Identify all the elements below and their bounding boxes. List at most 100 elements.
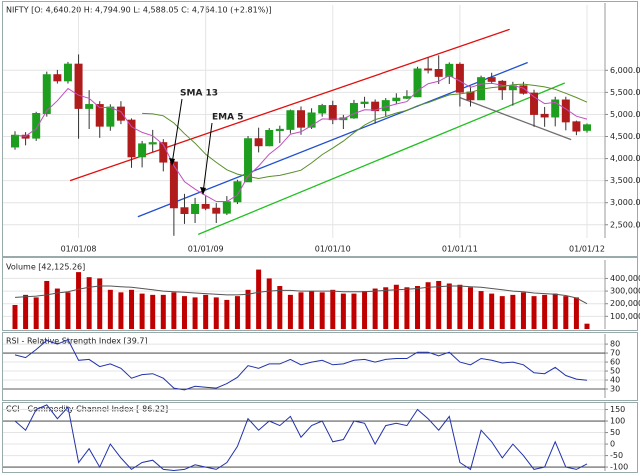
volume-bar <box>277 286 283 329</box>
volume-bar <box>415 286 421 329</box>
volume-bar <box>129 289 135 329</box>
volume-bar <box>33 297 39 329</box>
candle-body <box>487 77 496 82</box>
candle-body <box>95 104 104 127</box>
candle-body <box>32 113 41 139</box>
y-tick-label: 3,500.00 <box>610 176 640 185</box>
volume-bar <box>23 294 29 329</box>
volume-bar <box>97 278 103 329</box>
volume-bar <box>531 296 537 329</box>
candle-body <box>222 201 231 214</box>
y-tick-label: -50 <box>610 451 623 460</box>
volume-bar <box>425 282 431 329</box>
volume-bar <box>340 293 346 329</box>
volume-bar <box>563 296 569 329</box>
volume-bar <box>86 277 92 329</box>
y-tick-label: 30 <box>610 385 620 394</box>
annotations: SMA 13 EMA 5 <box>169 89 243 195</box>
volume-bar <box>245 289 251 329</box>
volume-bar <box>446 283 452 329</box>
candle-body <box>265 130 274 147</box>
x-tick-label: 01/01/08 <box>61 245 97 254</box>
candle-body <box>244 138 253 183</box>
volume-bar <box>478 291 484 329</box>
volume-bar <box>224 299 230 329</box>
candle-body <box>148 142 157 145</box>
y-tick-label: 150 <box>610 405 625 414</box>
candle-body <box>455 63 464 93</box>
y-tick-label: 50 <box>610 428 620 437</box>
y-tick-label: 200,000 <box>610 299 640 308</box>
y-tick-label: 5,000.00 <box>610 110 640 119</box>
volume-bar <box>160 294 166 329</box>
volume-bar <box>44 280 50 329</box>
candle-body <box>74 63 83 109</box>
candle-body <box>530 92 539 115</box>
y-tick-label: 4,500.00 <box>610 132 640 141</box>
volume-bar <box>520 292 526 329</box>
volume-bar <box>457 284 463 329</box>
candle-body <box>42 74 51 115</box>
candle-body <box>180 207 189 215</box>
candle-body <box>392 97 401 102</box>
candle-body <box>328 105 337 121</box>
volume-bar <box>383 287 389 329</box>
volume-bar <box>266 278 272 329</box>
candle-body <box>519 85 528 94</box>
y-tick-label: 40 <box>610 376 620 385</box>
arrow <box>171 98 183 165</box>
series-line <box>14 285 588 305</box>
volume-bar <box>76 272 82 329</box>
volume-bar <box>489 293 495 329</box>
volume-bar <box>362 291 368 329</box>
panel-title: Volume [42,125.26] <box>6 263 85 272</box>
volume-bar <box>171 292 177 329</box>
candle-body <box>233 181 242 203</box>
volume-bar <box>436 280 442 329</box>
series-line <box>14 338 588 391</box>
candle-body <box>53 74 62 82</box>
y-tick-label: 50 <box>610 367 620 376</box>
panel-title: CCI - Commodity Channel Index [-86.22] <box>6 405 168 414</box>
candle-body <box>138 143 147 158</box>
y-tick-label: 2,500.00 <box>610 220 640 229</box>
candle-body <box>169 161 178 209</box>
volume-bar <box>467 287 473 329</box>
price-panel <box>2 1 638 257</box>
trend-line <box>459 97 572 141</box>
candle-body <box>116 106 125 121</box>
volume-bar <box>404 287 410 329</box>
volume-bar <box>351 293 357 329</box>
panel-title: NIFTY [O: 4,640.20 H: 4,794.90 L: 4,588.… <box>6 6 272 15</box>
x-tick-label: 01/01/10 <box>315 245 351 254</box>
volume-bar <box>54 288 60 329</box>
volume-bar <box>213 297 219 329</box>
series-line <box>14 75 588 202</box>
y-tick-label: 300,000 <box>610 287 640 296</box>
candle-body <box>349 102 358 119</box>
candle-body <box>318 105 327 114</box>
candle-body <box>85 104 94 109</box>
y-tick-label: 70 <box>610 349 620 358</box>
candle-body <box>297 110 305 128</box>
volume-bar <box>65 292 71 329</box>
volume-bar <box>542 294 548 329</box>
candle-body <box>212 207 221 214</box>
candle-body <box>413 68 422 98</box>
y-tick-label: 400,000 <box>610 274 640 283</box>
y-tick-label: 100,000 <box>610 312 640 321</box>
volume-bar <box>584 323 590 329</box>
candle-body <box>127 119 136 158</box>
candle-body <box>106 106 115 127</box>
candle-body <box>286 110 295 130</box>
volume-bar <box>552 293 558 329</box>
candle-body <box>402 96 411 99</box>
arrow <box>202 122 213 194</box>
arrow-head <box>200 187 206 195</box>
series-line <box>14 404 588 472</box>
volume-bar <box>203 294 209 329</box>
volume-bar <box>181 296 187 329</box>
candle-body <box>275 128 284 132</box>
candle-body <box>572 121 581 132</box>
candle-body <box>360 101 369 104</box>
